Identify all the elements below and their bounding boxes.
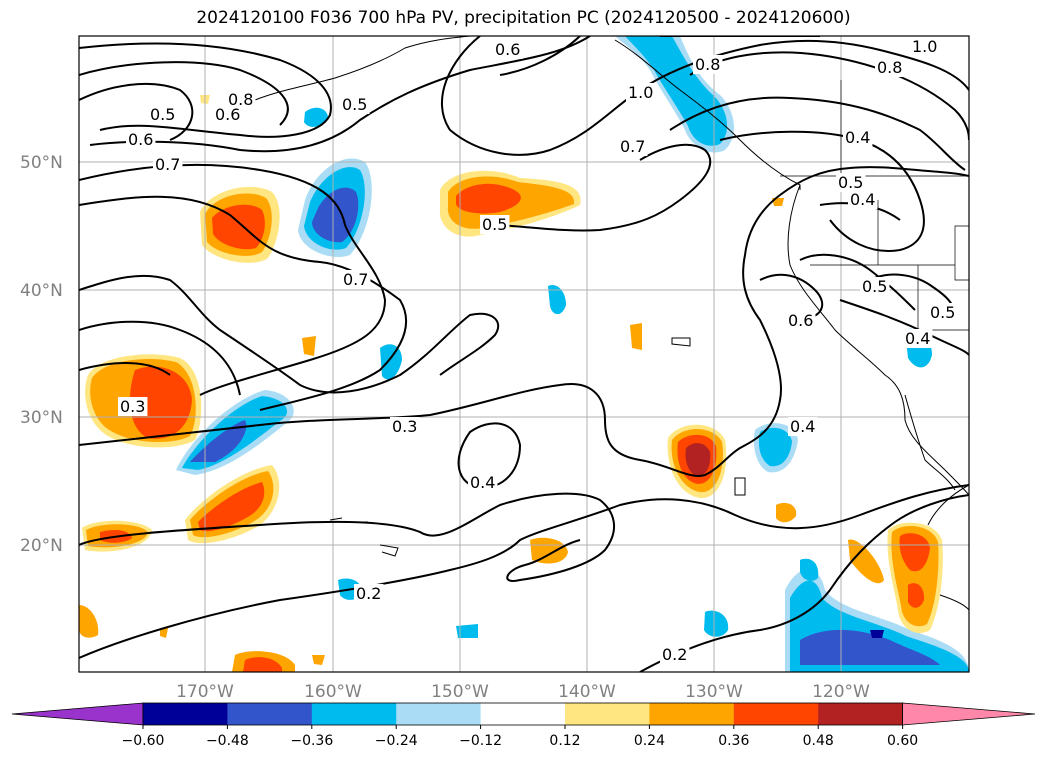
- precip-blob-positive: [630, 323, 642, 350]
- colorbar-segment: [480, 703, 566, 725]
- colorbar-tick-label: −0.36: [290, 733, 333, 749]
- lon-label: 130°W: [685, 682, 743, 702]
- contour-label: 0.7: [620, 137, 645, 156]
- map-title: 2024120100 F036 700 hPa PV, precipitatio…: [196, 8, 851, 28]
- lon-label: 150°W: [431, 682, 489, 702]
- lat-label: 50°N: [20, 153, 63, 173]
- contour-label: 0.4: [905, 329, 930, 348]
- precip-blob-negative: [456, 624, 478, 638]
- latitude-labels: 50°N 40°N 30°N 20°N: [20, 153, 63, 556]
- precip-blob-positive: [887, 522, 943, 634]
- colorbar-segment: [311, 703, 397, 725]
- contour-label: 0.5: [838, 173, 863, 192]
- precip-blob-negative: [615, 36, 735, 153]
- precip-blob-positive: [776, 502, 797, 523]
- precip-blob-negative: [548, 284, 566, 315]
- colorbar-tick-label: 0.48: [803, 733, 834, 749]
- contour-label: 0.4: [845, 128, 870, 147]
- lon-label: 160°W: [304, 682, 362, 702]
- precip-blob-positive: [848, 539, 884, 584]
- contour-label: 0.6: [495, 40, 520, 59]
- colorbar-segment: [565, 703, 650, 725]
- precipitation-shading: [79, 36, 969, 672]
- colorbar-tick-label: −0.12: [459, 733, 502, 749]
- precip-blob-positive: [302, 336, 316, 356]
- lon-label: 120°W: [812, 682, 870, 702]
- contour-label: 0.8: [877, 58, 902, 77]
- longitude-labels: 170°W 160°W 150°W 140°W 130°W 120°W: [176, 682, 870, 702]
- precip-blob-negative: [758, 427, 792, 467]
- colorbar-segment: [649, 703, 735, 725]
- precip-blob-negative: [304, 107, 328, 127]
- colorbar-tick-label: 0.12: [549, 733, 580, 749]
- contour-label: 0.5: [930, 303, 955, 322]
- precip-blob-negative: [785, 569, 969, 672]
- contour-label: 0.6: [128, 130, 153, 149]
- lon-label: 140°W: [558, 682, 616, 702]
- precip-blob-negative: [704, 610, 729, 637]
- colorbar-tick-label: −0.60: [122, 733, 165, 749]
- precip-blob-positive: [312, 655, 325, 665]
- plot-frame: [78, 35, 970, 673]
- lat-label: 20°N: [20, 536, 63, 556]
- colorbar-segment: [818, 703, 904, 725]
- contour-label: 0.5: [862, 277, 887, 296]
- contour-label: 1.0: [912, 37, 937, 56]
- colorbar-segment: [143, 703, 228, 725]
- precip-blob-positive: [79, 605, 99, 638]
- colorbar-tick-label: 0.60: [887, 733, 918, 749]
- lon-label: 170°W: [176, 682, 234, 702]
- contour-label: 0.6: [215, 105, 240, 124]
- precip-blob-positive: [530, 537, 568, 564]
- colorbar-segment: [733, 703, 819, 725]
- map-content: [79, 36, 969, 672]
- colorbar-extend-min: [11, 702, 144, 726]
- contour-labels: 0.6 0.8 1.0 0.8 1.0 0.5 0.8 0.6 0.7 0.5 …: [118, 37, 958, 664]
- colorbar-tick-label: −0.24: [375, 733, 418, 749]
- contour-label: 0.7: [343, 270, 368, 289]
- contour-label: 0.8: [695, 55, 720, 74]
- precip-blob-negative: [800, 558, 819, 581]
- contour-label: 0.7: [155, 155, 180, 174]
- colorbar-tick-label: 0.36: [718, 733, 749, 749]
- precip-blob-positive: [439, 170, 581, 237]
- precip-blob-positive: [85, 354, 202, 448]
- contour-label: 0.2: [662, 645, 687, 664]
- precip-blob-positive: [667, 424, 727, 499]
- precip-blob-positive: [200, 186, 280, 263]
- contour-label: 0.5: [482, 215, 507, 234]
- contour-label: 0.5: [150, 105, 175, 124]
- precip-blob-negative: [380, 344, 402, 380]
- colorbar-segment: [396, 703, 482, 725]
- contour-label: 0.8: [228, 90, 253, 109]
- contour-label: 0.4: [790, 417, 815, 436]
- precip-blob-positive: [243, 657, 282, 672]
- contour-label: 0.4: [850, 190, 875, 209]
- precip-blob-positive: [185, 465, 280, 544]
- colorbar: −0.60 −0.48 −0.36 −0.24 −0.12 0.12 0.24 0.36 0.4…: [11, 702, 1036, 749]
- colorbar-tick-label: −0.48: [206, 733, 249, 749]
- colorbar-tick-label: 0.24: [634, 733, 665, 749]
- contour-label: 0.4: [470, 473, 495, 492]
- contour-label: 0.6: [788, 311, 813, 330]
- contour-label: 0.3: [392, 417, 417, 436]
- colorbar-segment: [227, 703, 313, 725]
- coastlines: [254, 36, 969, 611]
- contour-label: 0.5: [342, 95, 367, 114]
- contour-label: 1.0: [628, 83, 653, 102]
- precip-blob-negative: [298, 158, 372, 258]
- lat-label: 30°N: [20, 408, 63, 428]
- lat-label: 40°N: [20, 281, 63, 301]
- contour-label: 0.2: [356, 584, 381, 603]
- colorbar-extend-max: [902, 702, 1036, 726]
- contour-label: 0.3: [120, 397, 145, 416]
- precip-blob-positive: [160, 628, 168, 638]
